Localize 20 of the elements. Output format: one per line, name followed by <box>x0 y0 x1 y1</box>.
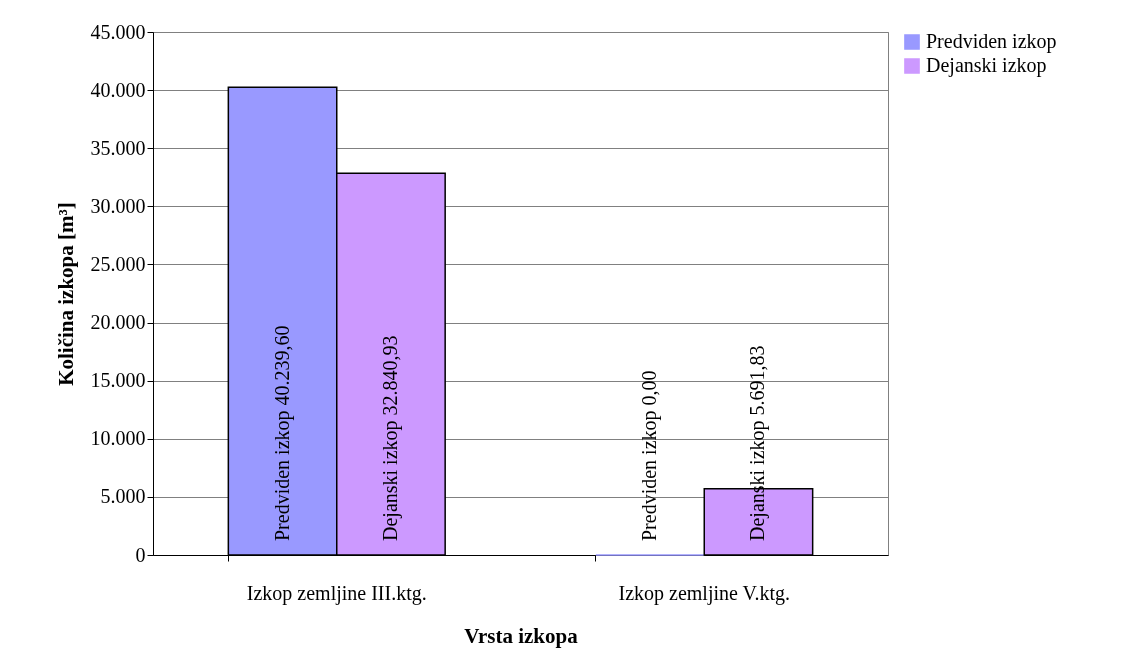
x-tick-label: Izkop zemljine V.ktg. <box>618 581 790 605</box>
y-tick-label: 0 <box>135 543 146 566</box>
y-tick-label: 20.000 <box>90 311 146 334</box>
y-tick-label: 30.000 <box>90 194 146 217</box>
x-tick-label: Izkop zemljine III.ktg. <box>246 581 427 605</box>
legend-label: Dejanski izkop <box>926 54 1047 77</box>
x-axis-title: Vrsta izkopa <box>464 623 579 648</box>
data-label: Predviden izkop 0,00 <box>638 370 662 541</box>
legend-label: Predviden izkop <box>926 30 1057 53</box>
y-axis-title: Količina izkopa [m³] <box>53 202 78 386</box>
data-label: Predviden izkop 40.239,60 <box>270 325 294 541</box>
y-tick-label: 25.000 <box>90 252 146 275</box>
y-tick-label: 15.000 <box>90 369 146 392</box>
data-label: Dejanski izkop 32.840,93 <box>378 335 402 541</box>
y-tick-label: 45.000 <box>90 20 146 43</box>
y-tick-label: 35.000 <box>90 136 146 159</box>
data-label: Dejanski izkop 5.691,83 <box>746 345 770 541</box>
y-tick-label: 10.000 <box>90 427 146 450</box>
y-tick-label: 40.000 <box>90 78 146 101</box>
y-tick-label: 5.000 <box>100 485 146 508</box>
